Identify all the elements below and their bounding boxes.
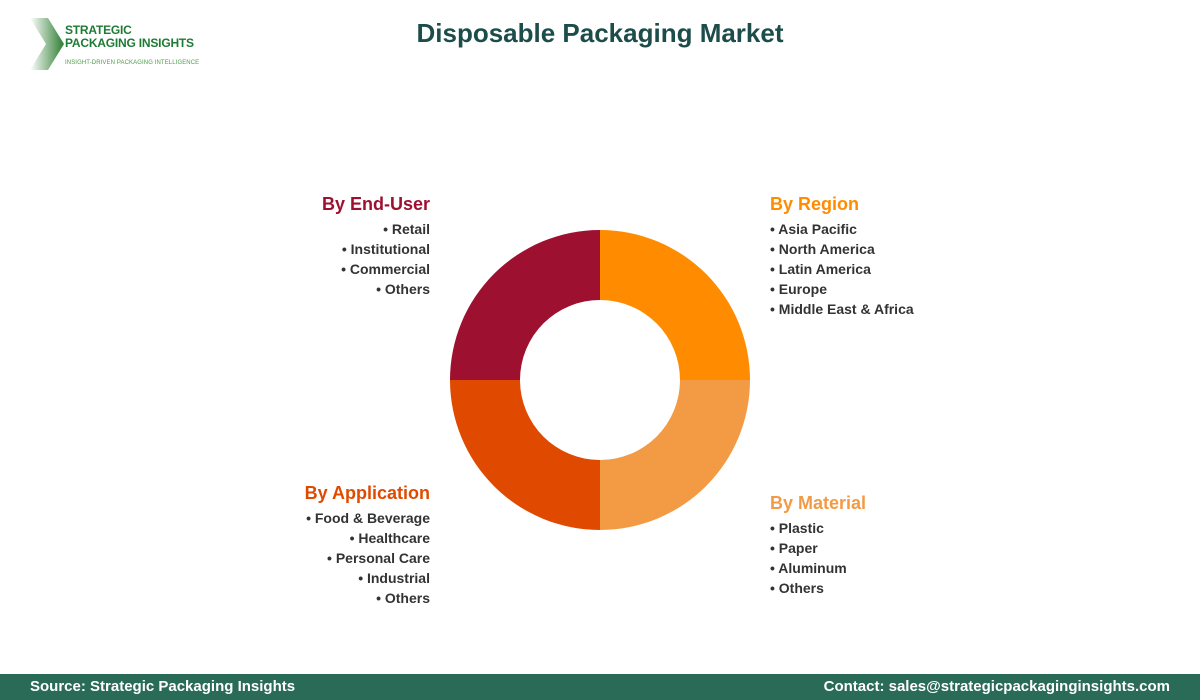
donut-slice [450, 380, 600, 530]
segment-item: • Latin America [770, 261, 871, 277]
segment-item: • Commercial [341, 261, 430, 277]
logo-line2: PACKAGING INSIGHTS [65, 36, 194, 50]
segment-material: By Material • Plastic • Paper • Aluminum • O… [770, 493, 866, 598]
donut-slice [450, 230, 600, 380]
segment-item: • Food & Beverage [306, 510, 430, 526]
logo: STRATEGIC PACKAGING INSIGHTS INSIGHT-DRIV… [30, 18, 200, 74]
segment-item: • Others [770, 580, 824, 596]
donut-slice [600, 230, 750, 380]
segment-item: • Industrial [358, 570, 430, 586]
segment-item: • Plastic [770, 520, 824, 536]
segment-item: • Asia Pacific [770, 221, 857, 237]
footer: Source: Strategic Packaging Insights Con… [0, 674, 1200, 700]
logo-tagline: INSIGHT-DRIVEN PACKAGING INTELLIGENCE [65, 60, 200, 66]
segment-end-user: By End-User • Retail • Institutional • Comm… [322, 194, 430, 299]
segment-item: • Others [376, 590, 430, 606]
chevron-logo-icon [30, 18, 64, 70]
segment-item: • Healthcare [349, 530, 430, 546]
segment-application: By Application • Food & Beverage • Healthc… [305, 483, 430, 608]
segment-item: • Middle East & Africa [770, 301, 914, 317]
segment-item: • Others [376, 281, 430, 297]
segment-item: • Institutional [341, 241, 430, 257]
segment-item: • North America [770, 241, 875, 257]
logo-line1: STRATEGIC [65, 23, 132, 37]
segment-item: • Retail [383, 221, 430, 237]
segment-title: By Application [304, 483, 430, 503]
segment-item: • Aluminum [770, 560, 847, 576]
footer-contact: Contact: sales@strategicpackaginginsight… [823, 678, 1170, 695]
segment-item: • Paper [770, 540, 818, 556]
segment-title: By Material [770, 493, 867, 513]
segment-title: By Region [770, 194, 860, 214]
segment-title: By End-User [321, 194, 430, 214]
segment-item: • Europe [770, 281, 828, 297]
donut-slice [600, 380, 750, 530]
footer-source: Source: Strategic Packaging Insights [30, 678, 296, 695]
segment-item: • Personal Care [327, 550, 430, 566]
segment-region: By Region • Asia Pacific • North America • … [770, 194, 914, 319]
page-title: Disposable Packaging Market [416, 18, 784, 48]
segment-donut [450, 230, 750, 530]
